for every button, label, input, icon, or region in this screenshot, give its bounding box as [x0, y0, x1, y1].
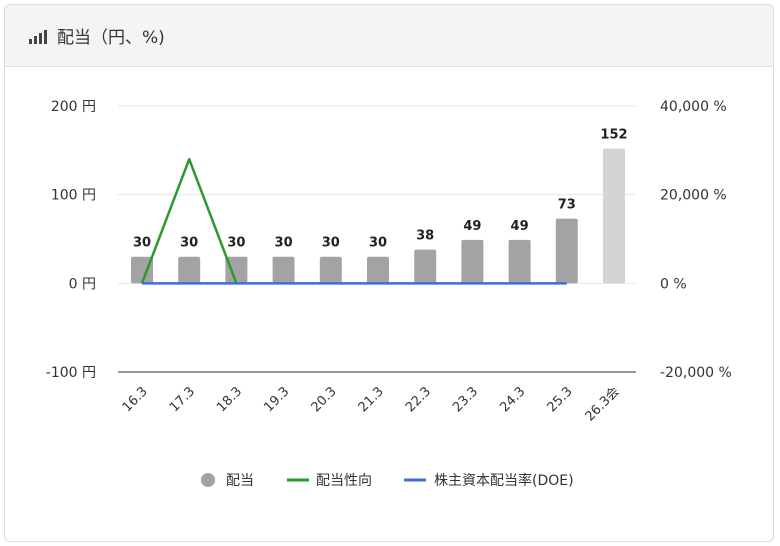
- legend-label: 株主資本配当率(DOE): [434, 472, 574, 489]
- x-tick-label: 23.3: [450, 384, 481, 415]
- bar: [272, 256, 295, 284]
- y-left-tick-label: 100 円: [51, 188, 96, 204]
- series-line: [140, 157, 238, 284]
- bar: [131, 256, 153, 284]
- bar-value-label: 30: [275, 236, 293, 251]
- bar-value-label: 30: [227, 236, 245, 251]
- card-title: 配当（円、%): [57, 28, 165, 48]
- x-tick-label: 22.3: [403, 384, 434, 415]
- bar-value-label: 49: [463, 219, 481, 234]
- bar-value-label: 30: [180, 236, 198, 251]
- bar: [603, 148, 625, 284]
- card-header: 配当（円、%): [5, 5, 773, 67]
- x-tick-label: 17.3: [167, 384, 198, 415]
- bar: [461, 239, 484, 284]
- legend-label: 配当性向: [316, 473, 372, 489]
- x-tick-label: 21.3: [356, 384, 387, 415]
- bar: [319, 256, 342, 284]
- bar-value-label: 30: [369, 236, 387, 251]
- bar-value-label: 49: [511, 219, 529, 234]
- y-right-tick-label: 40,000 %: [660, 99, 727, 115]
- bar: [178, 256, 201, 284]
- x-tick-label: 18.3: [214, 384, 245, 415]
- bar-value-label: 38: [416, 229, 434, 244]
- y-right-tick-label: -20,000 %: [660, 365, 732, 381]
- y-right-tick-label: 20,000 %: [660, 188, 727, 204]
- legend-swatch-dividend: [201, 473, 215, 487]
- x-tick-label: 24.3: [497, 384, 528, 415]
- legend-label: 配当: [226, 473, 254, 489]
- x-tick-label: 19.3: [261, 384, 292, 415]
- x-tick-label: 25.3: [545, 384, 576, 415]
- y-right-tick-label: 0 %: [660, 276, 687, 292]
- x-tick-label: 20.3: [309, 384, 340, 415]
- bar-value-label: 30: [133, 236, 151, 251]
- bar: [367, 256, 389, 284]
- y-left-tick-label: 0 円: [69, 276, 96, 292]
- bar: [508, 239, 531, 284]
- bar-value-label: 30: [322, 236, 340, 251]
- signal-bars-icon: [29, 28, 49, 44]
- bar-value-label: 152: [600, 128, 627, 143]
- bar: [555, 218, 578, 284]
- y-left-tick-label: -100 円: [46, 365, 96, 381]
- x-tick-label: 26.3会: [583, 384, 623, 424]
- bar-value-label: 73: [558, 198, 576, 213]
- x-tick-label: 16.3: [120, 384, 151, 415]
- y-left-tick-label: 200 円: [51, 99, 96, 115]
- bar: [414, 249, 437, 284]
- bar: [225, 256, 248, 284]
